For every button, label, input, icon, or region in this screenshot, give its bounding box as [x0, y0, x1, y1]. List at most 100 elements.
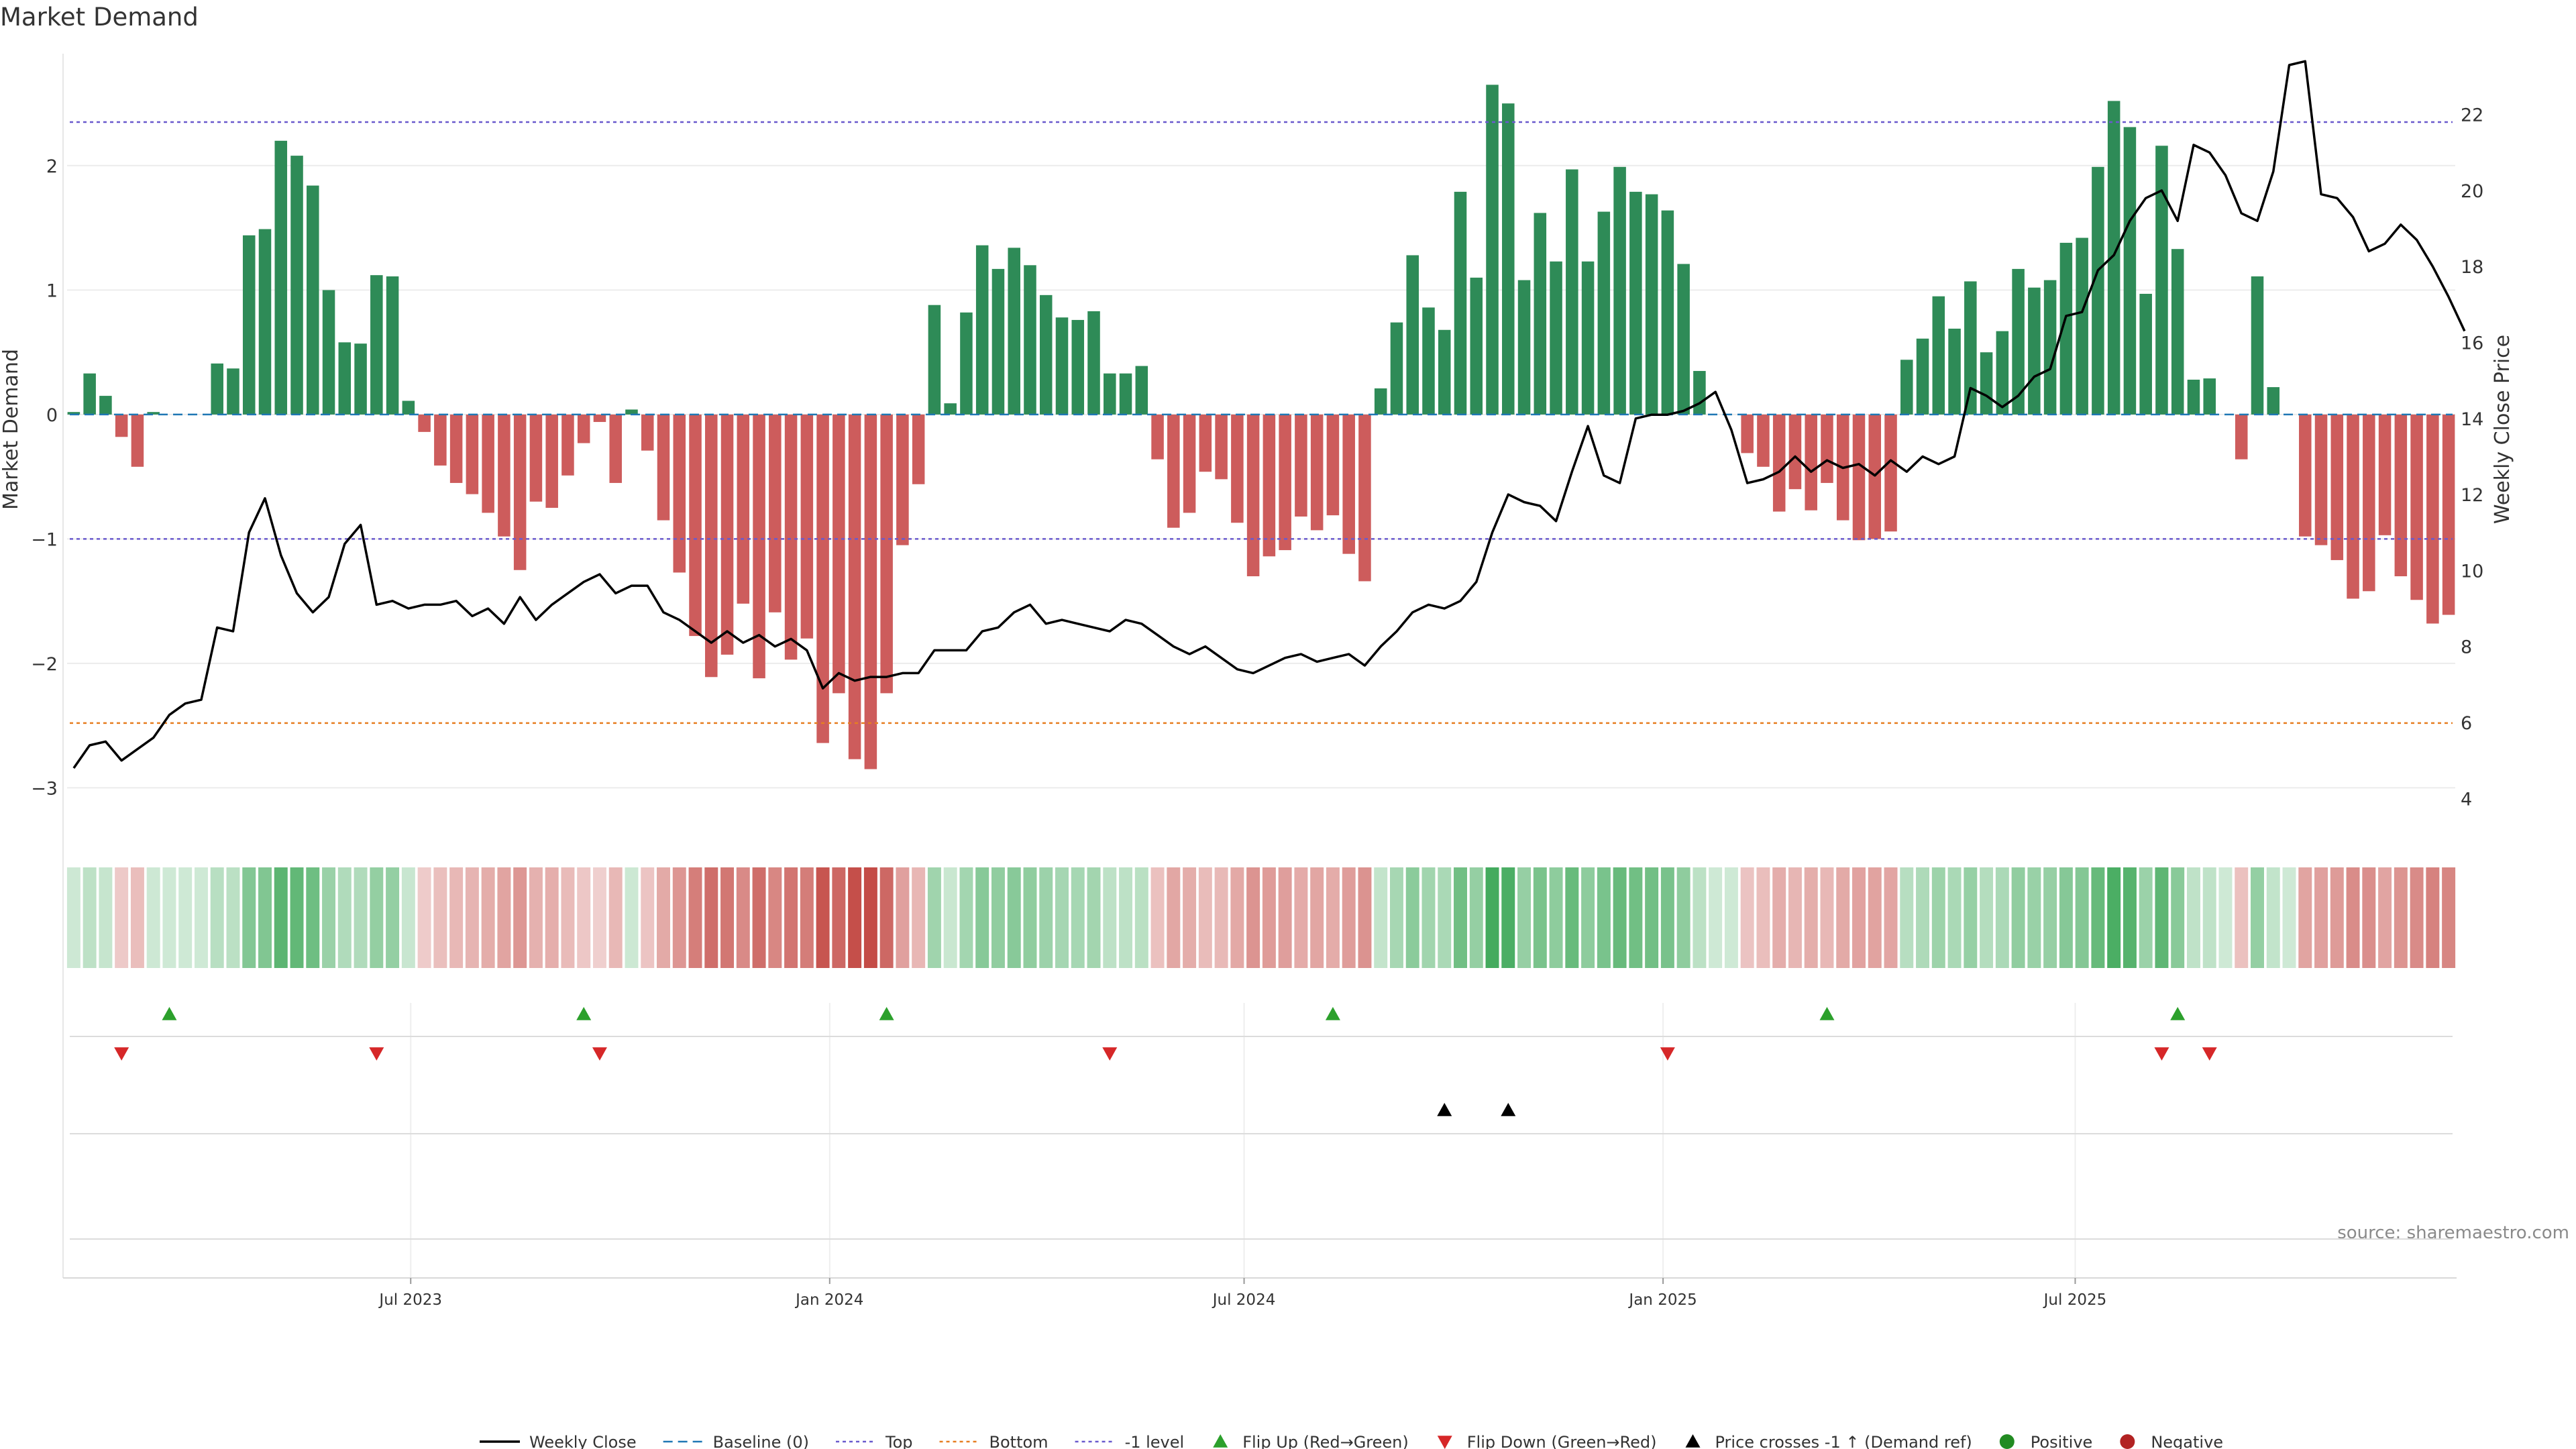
heat-cell	[1565, 867, 1579, 968]
heat-cell	[2378, 867, 2392, 968]
demand-bar-positive	[1008, 248, 1020, 415]
demand-bar-negative	[1757, 414, 1770, 467]
y2-tick-label: 6	[2461, 713, 2472, 734]
heat-cell	[641, 867, 655, 968]
heat-cell	[2107, 867, 2121, 968]
demand-bar-positive	[2171, 249, 2184, 415]
heat-cell	[736, 867, 750, 968]
y2-tick-label: 10	[2461, 561, 2483, 582]
demand-bar-positive	[1645, 194, 1658, 415]
heat-cell	[704, 867, 718, 968]
flip-up-marker	[1325, 1007, 1340, 1020]
demand-bar-positive	[274, 140, 288, 415]
heat-cell	[1119, 867, 1133, 968]
demand-bar-negative	[1263, 414, 1276, 557]
demand-bar-negative	[769, 414, 782, 612]
demand-bar-positive	[307, 185, 319, 415]
heat-cell	[1709, 867, 1723, 968]
heat-cell	[1613, 867, 1627, 968]
heat-cell	[1087, 867, 1101, 968]
demand-bar-negative	[1231, 414, 1244, 523]
heat-cell	[1947, 867, 1962, 968]
flip-down-marker	[1660, 1047, 1675, 1061]
heat-cell	[2011, 867, 2025, 968]
demand-bar-positive	[1422, 307, 1435, 415]
heat-cell	[178, 867, 193, 968]
heat-cell	[672, 867, 686, 968]
heat-cell	[1358, 867, 1372, 968]
demand-bar-negative	[1246, 414, 1260, 577]
demand-bar-negative	[545, 414, 558, 508]
heat-cell	[879, 867, 894, 968]
heat-cell	[2202, 867, 2216, 968]
flip-up-marker	[2170, 1007, 2186, 1020]
demand-bar-positive	[1438, 329, 1451, 415]
demand-bar-positive	[1996, 331, 2009, 415]
demand-bar-positive	[2251, 276, 2264, 415]
demand-bar-positive	[290, 156, 303, 415]
demand-bar-negative	[434, 414, 447, 466]
demand-bar-positive	[211, 363, 223, 415]
heat-cell	[258, 867, 272, 968]
heat-cell	[1980, 867, 1994, 968]
y2-tick-label: 8	[2461, 637, 2472, 658]
heat-cell	[1884, 867, 1898, 968]
y-tick-label: −2	[31, 654, 58, 675]
heat-cell	[959, 867, 973, 968]
demand-bar-positive	[1916, 338, 1929, 415]
demand-bar-positive	[1390, 322, 1403, 415]
heat-cell	[1964, 867, 1978, 968]
heat-cell	[896, 867, 910, 968]
heat-cell	[433, 867, 447, 968]
heat-cell	[1693, 867, 1707, 968]
heat-cell	[1023, 867, 1037, 968]
demand-bar-negative	[1342, 414, 1355, 554]
heat-cell	[1724, 867, 1738, 968]
demand-bar-positive	[1597, 211, 1611, 415]
demand-bar-negative	[577, 414, 590, 443]
heat-cell	[2426, 867, 2440, 968]
demand-bar-negative	[2442, 414, 2455, 615]
legend: Weekly Close Baseline (0) Top Bottom -1 leve…	[480, 1433, 2223, 1449]
demand-bar-negative	[1358, 414, 1371, 582]
legend-swatch	[1999, 1434, 2015, 1449]
demand-bar-positive	[99, 396, 112, 415]
demand-bar-positive	[147, 412, 160, 415]
heat-cell	[991, 867, 1005, 968]
heat-cell	[242, 867, 256, 968]
legend-label: Bottom	[989, 1433, 1049, 1449]
price-cross-marker	[1501, 1103, 1516, 1116]
heat-cell	[863, 867, 877, 968]
heat-cell	[1629, 867, 1643, 968]
demand-bar-negative	[2410, 414, 2423, 600]
demand-bar-negative	[673, 414, 686, 573]
heat-cell	[370, 867, 384, 968]
flip-down-marker	[2202, 1047, 2217, 1061]
demand-bar-positive	[1980, 352, 1993, 415]
demand-bar-positive	[402, 400, 415, 415]
heat-cell	[115, 867, 129, 968]
heat-cell	[2346, 867, 2360, 968]
legend-label: Top	[885, 1433, 913, 1449]
heat-cell	[1868, 867, 1882, 968]
heat-cell	[2282, 867, 2296, 968]
heat-cell	[784, 867, 798, 968]
heat-cell	[1788, 867, 1802, 968]
demand-bar-positive	[1087, 311, 1100, 415]
heat-cell	[1597, 867, 1611, 968]
demand-bar-positive	[960, 312, 973, 415]
heat-cell	[720, 867, 735, 968]
demand-bar-positive	[1024, 265, 1036, 415]
demand-bar-positive	[1039, 294, 1053, 415]
flip-up-marker	[576, 1007, 592, 1020]
heat-cell	[927, 867, 941, 968]
heat-cell	[1421, 867, 1436, 968]
demand-bar-negative	[1295, 414, 1307, 517]
demand-bar-negative	[2314, 414, 2328, 545]
heat-cell	[2410, 867, 2424, 968]
legend-label: Flip Down (Green→Red)	[1467, 1433, 1657, 1449]
demand-bar-positive	[338, 342, 352, 415]
heat-cell	[2059, 867, 2073, 968]
y2-tick-label: 4	[2461, 789, 2472, 810]
